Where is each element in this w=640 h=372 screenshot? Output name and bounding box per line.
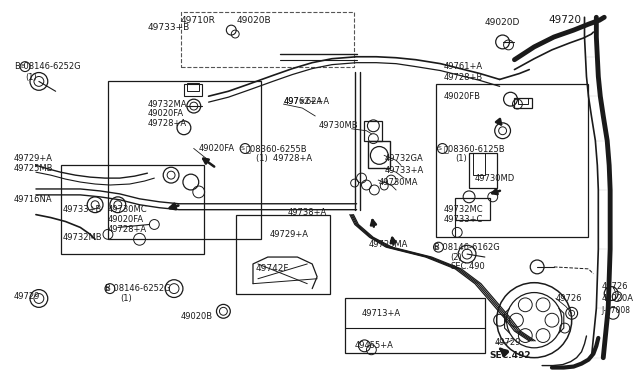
Text: Ⓢ08360-6255B: Ⓢ08360-6255B [246, 144, 308, 153]
Bar [455, 198, 490, 219]
Bar [369, 141, 390, 168]
Text: 49729+A: 49729+A [13, 154, 52, 163]
Text: 49020FA: 49020FA [147, 109, 184, 118]
Text: 49713+A: 49713+A [362, 309, 401, 318]
Text: 49732GA: 49732GA [384, 154, 423, 163]
Text: B: B [433, 245, 438, 250]
Text: S: S [438, 146, 442, 151]
Text: 49720: 49720 [548, 15, 581, 25]
Text: 49726: 49726 [556, 294, 582, 303]
Text: B: B [105, 286, 109, 291]
Text: 49020FA: 49020FA [199, 144, 235, 153]
Text: 49730MA: 49730MA [378, 177, 418, 186]
Text: 49716NA: 49716NA [13, 195, 52, 204]
Text: 497×62+A: 497×62+A [284, 97, 330, 106]
Text: 49732MA: 49732MA [147, 100, 187, 109]
Text: (1): (1) [120, 294, 132, 303]
Bar [187, 83, 199, 91]
Text: 49020B: 49020B [181, 312, 213, 321]
Bar [108, 81, 261, 239]
Text: J-97008: J-97008 [601, 306, 630, 315]
Text: SEC.490: SEC.490 [451, 262, 485, 272]
Text: 49733+C: 49733+C [444, 215, 483, 224]
Text: Ⓢ08360-6125B: Ⓢ08360-6125B [444, 144, 505, 153]
Text: (2): (2) [451, 253, 462, 262]
Text: 49020D: 49020D [485, 18, 520, 27]
Text: 49738+A: 49738+A [287, 208, 327, 217]
Bar [473, 153, 485, 175]
Text: SEC.492: SEC.492 [490, 351, 531, 360]
Text: B 08146-6252G: B 08146-6252G [105, 284, 171, 293]
Bar [345, 298, 485, 353]
Bar [181, 12, 354, 67]
Text: (1): (1) [25, 73, 37, 82]
Text: 49733+B: 49733+B [63, 205, 102, 214]
Text: 49020A: 49020A [601, 294, 633, 303]
Text: 49725MA: 49725MA [369, 240, 408, 249]
Text: 49020B: 49020B [236, 16, 271, 25]
Text: 49762+A: 49762+A [284, 97, 323, 106]
Text: 49733+A: 49733+A [384, 166, 424, 175]
Text: B: B [20, 64, 24, 69]
Text: B 08146-6252G: B 08146-6252G [15, 62, 81, 71]
Text: 49020FB: 49020FB [444, 92, 481, 101]
Bar [236, 215, 330, 294]
Text: 49728+B: 49728+B [444, 73, 483, 82]
Text: (1)  49728+A: (1) 49728+A [256, 154, 312, 163]
Bar [61, 165, 204, 254]
Bar [518, 98, 528, 104]
Text: 49729+A: 49729+A [270, 230, 308, 239]
Text: 49729: 49729 [13, 292, 40, 301]
Text: S: S [240, 146, 244, 151]
Text: 49732MC: 49732MC [444, 205, 483, 214]
Text: 49020FA: 49020FA [108, 215, 144, 224]
Text: 49726: 49726 [601, 282, 628, 291]
Bar [515, 98, 532, 108]
Text: 49455+A: 49455+A [355, 341, 394, 350]
Text: 49761+A: 49761+A [444, 62, 483, 71]
Text: 49733+B: 49733+B [147, 23, 189, 32]
Text: 49728+A: 49728+A [147, 119, 186, 128]
Bar [435, 84, 588, 237]
Text: (1): (1) [455, 154, 467, 163]
Text: 49725MB: 49725MB [13, 164, 52, 173]
Bar [364, 121, 382, 141]
Text: 49730MB: 49730MB [319, 121, 358, 130]
Bar [184, 84, 202, 96]
Text: 49732MB: 49732MB [63, 233, 102, 242]
Text: B 08146-6162G: B 08146-6162G [433, 243, 499, 252]
Text: 49730MD: 49730MD [475, 174, 515, 183]
Text: 49742F: 49742F [256, 264, 289, 273]
Text: 49710R: 49710R [181, 16, 216, 25]
Text: 49730MC: 49730MC [108, 205, 148, 214]
Bar [469, 153, 497, 188]
Text: 49729: 49729 [495, 339, 521, 347]
Text: 49728+A: 49728+A [108, 225, 147, 234]
